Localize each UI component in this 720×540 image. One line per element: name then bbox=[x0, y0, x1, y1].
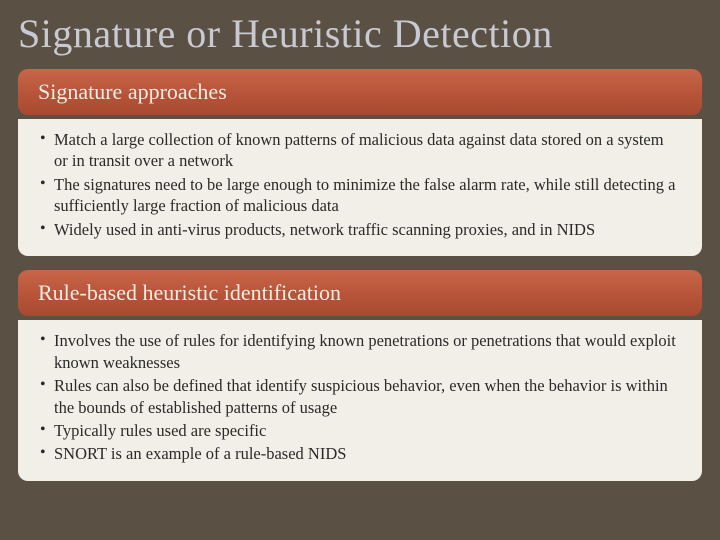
section-1: Signature approaches Match a large colle… bbox=[18, 69, 702, 256]
bullet-item: Match a large collection of known patter… bbox=[40, 129, 680, 172]
bullet-item: SNORT is an example of a rule-based NIDS bbox=[40, 443, 680, 464]
bullet-item: Widely used in anti-virus products, netw… bbox=[40, 219, 680, 240]
section-2-header: Rule-based heuristic identification bbox=[18, 270, 702, 316]
bullet-item: Rules can also be defined that identify … bbox=[40, 375, 680, 418]
bullet-item: Involves the use of rules for identifyin… bbox=[40, 330, 680, 373]
bullet-item: The signatures need to be large enough t… bbox=[40, 174, 680, 217]
section-1-body: Match a large collection of known patter… bbox=[18, 119, 702, 256]
slide-title: Signature or Heuristic Detection bbox=[18, 10, 702, 57]
section-2-body: Involves the use of rules for identifyin… bbox=[18, 320, 702, 481]
bullet-item: Typically rules used are specific bbox=[40, 420, 680, 441]
section-2: Rule-based heuristic identification Invo… bbox=[18, 270, 702, 481]
section-1-header: Signature approaches bbox=[18, 69, 702, 115]
slide-container: Signature or Heuristic Detection Signatu… bbox=[0, 0, 720, 540]
